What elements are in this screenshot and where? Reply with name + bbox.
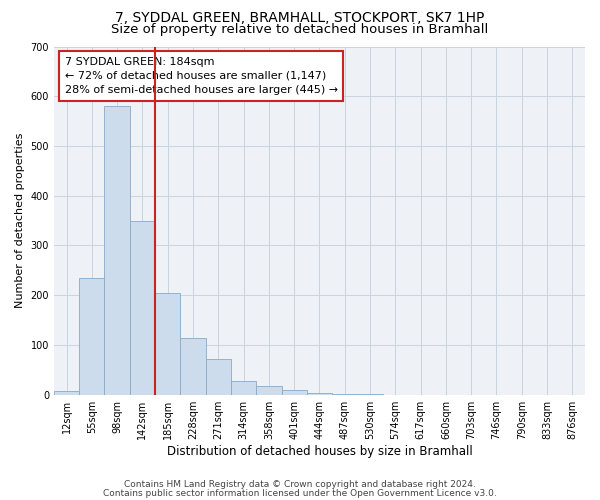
Bar <box>104 106 130 395</box>
Bar <box>307 392 332 394</box>
Text: Contains public sector information licensed under the Open Government Licence v3: Contains public sector information licen… <box>103 488 497 498</box>
Bar <box>79 278 104 394</box>
Bar <box>130 220 155 394</box>
Bar <box>181 338 206 394</box>
Text: Size of property relative to detached houses in Bramhall: Size of property relative to detached ho… <box>112 22 488 36</box>
Y-axis label: Number of detached properties: Number of detached properties <box>15 133 25 308</box>
Text: 7 SYDDAL GREEN: 184sqm
← 72% of detached houses are smaller (1,147)
28% of semi-: 7 SYDDAL GREEN: 184sqm ← 72% of detached… <box>65 57 338 95</box>
Text: Contains HM Land Registry data © Crown copyright and database right 2024.: Contains HM Land Registry data © Crown c… <box>124 480 476 489</box>
Bar <box>231 381 256 394</box>
Bar <box>155 292 181 394</box>
Bar <box>256 386 281 394</box>
X-axis label: Distribution of detached houses by size in Bramhall: Distribution of detached houses by size … <box>167 444 472 458</box>
Text: 7, SYDDAL GREEN, BRAMHALL, STOCKPORT, SK7 1HP: 7, SYDDAL GREEN, BRAMHALL, STOCKPORT, SK… <box>115 11 485 25</box>
Bar <box>54 391 79 394</box>
Bar <box>281 390 307 394</box>
Bar <box>206 359 231 394</box>
